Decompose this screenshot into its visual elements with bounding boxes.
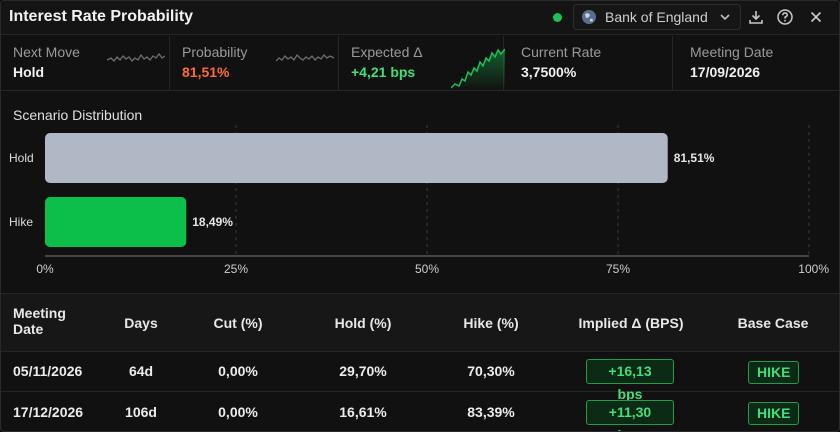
category-label: Hold (9, 151, 34, 165)
header-meeting-line2: Date (13, 321, 44, 337)
close-icon[interactable] (807, 8, 825, 26)
tick-label: 75% (606, 262, 630, 276)
stat-current-rate: Current Rate 3,7500% (504, 36, 673, 91)
sparkline-icon (107, 52, 165, 62)
base-case-badge: HIKE (748, 361, 800, 384)
meetings-table: Meeting Date Days Cut (%) Hold (%) Hike … (1, 293, 839, 431)
stat-expected-delta: Expected Δ +4,21 bps (339, 36, 505, 91)
download-icon[interactable] (747, 8, 765, 26)
live-status-dot (553, 13, 562, 22)
stat-value: Hold (13, 64, 45, 80)
cell-days: 64d (128, 363, 154, 379)
table-header: Meeting Date Days Cut (%) Hold (%) Hike … (1, 294, 839, 352)
stat-label: Meeting Date (690, 44, 774, 60)
stat-label: Expected Δ (351, 44, 423, 60)
central-bank-label: Bank of England (605, 9, 708, 25)
header-hold: Hold (%) (334, 315, 392, 331)
cell-hold: 16,61% (339, 404, 387, 420)
cell-date: 17/12/2026 (13, 404, 84, 420)
chevron-down-icon (720, 14, 730, 21)
cell-hike: 70,30% (467, 363, 515, 379)
base-case-badge: HIKE (748, 402, 800, 425)
data-label: 81,51% (674, 151, 715, 165)
data-label: 18,49% (192, 215, 233, 229)
stat-value: 17/09/2026 (690, 64, 761, 80)
stat-value: +4,21 bps (351, 64, 416, 80)
tick-label: 100% (798, 262, 829, 276)
help-icon[interactable] (776, 8, 794, 26)
stat-value: 81,51% (182, 64, 230, 80)
sparkline-icon (451, 48, 505, 90)
cell-cut: 0,00% (218, 404, 258, 420)
stats-row: Next Move Hold Probability 81,51% Expect… (1, 36, 839, 91)
implied-delta-badge: +11,30 bps (586, 400, 674, 431)
implied-delta-badge: +16,13 bps (586, 359, 674, 402)
chart-title: Scenario Distribution (13, 107, 143, 123)
tick-label: 50% (415, 262, 439, 276)
header-days: Days (124, 315, 158, 331)
cell-cut: 0,00% (218, 363, 258, 379)
bar-hike (45, 197, 187, 247)
table-row[interactable]: 05/11/2026 64d 0,00% 29,70% 70,30% +16,1… (1, 352, 839, 402)
header-meeting-line1: Meeting (13, 305, 66, 321)
cell-date: 05/11/2026 (13, 363, 83, 379)
stat-label: Current Rate (521, 44, 602, 60)
header-base-case: Base Case (737, 315, 809, 331)
cell-hold: 29,70% (339, 363, 387, 379)
header-hike: Hike (%) (463, 315, 519, 331)
header-implied-delta: Implied Δ (BPS) (578, 315, 684, 331)
header-meeting-date: Meeting Date (13, 305, 66, 337)
stat-meeting-date: Meeting Date 17/09/2026 (673, 36, 839, 91)
stat-probability: Probability 81,51% (170, 36, 339, 91)
globe-icon (582, 10, 596, 24)
stat-next-move: Next Move Hold (1, 36, 170, 91)
table-row[interactable]: 17/12/2026 106d 0,00% 16,61% 83,39% +11,… (1, 393, 839, 431)
bar-hold (45, 133, 668, 183)
scenario-distribution-chart: Hold 81,51% Hike 18,49% 0% 25% 50% 75% 100% (9, 125, 829, 276)
panel-title: Interest Rate Probability (9, 8, 194, 25)
sparkline-icon (276, 53, 334, 62)
cell-hike: 83,39% (467, 404, 515, 420)
tick-label: 25% (224, 262, 248, 276)
category-label: Hike (9, 215, 33, 229)
tick-label: 0% (36, 262, 54, 276)
panel-header: Interest Rate Probability Bank of Englan… (1, 1, 839, 35)
cell-days: 106d (125, 404, 157, 420)
stat-label: Next Move (13, 44, 80, 60)
stat-label: Probability (182, 44, 248, 60)
stat-value: 3,7500% (521, 64, 577, 80)
header-cut: Cut (%) (213, 315, 263, 331)
central-bank-select[interactable]: Bank of England (573, 4, 741, 30)
